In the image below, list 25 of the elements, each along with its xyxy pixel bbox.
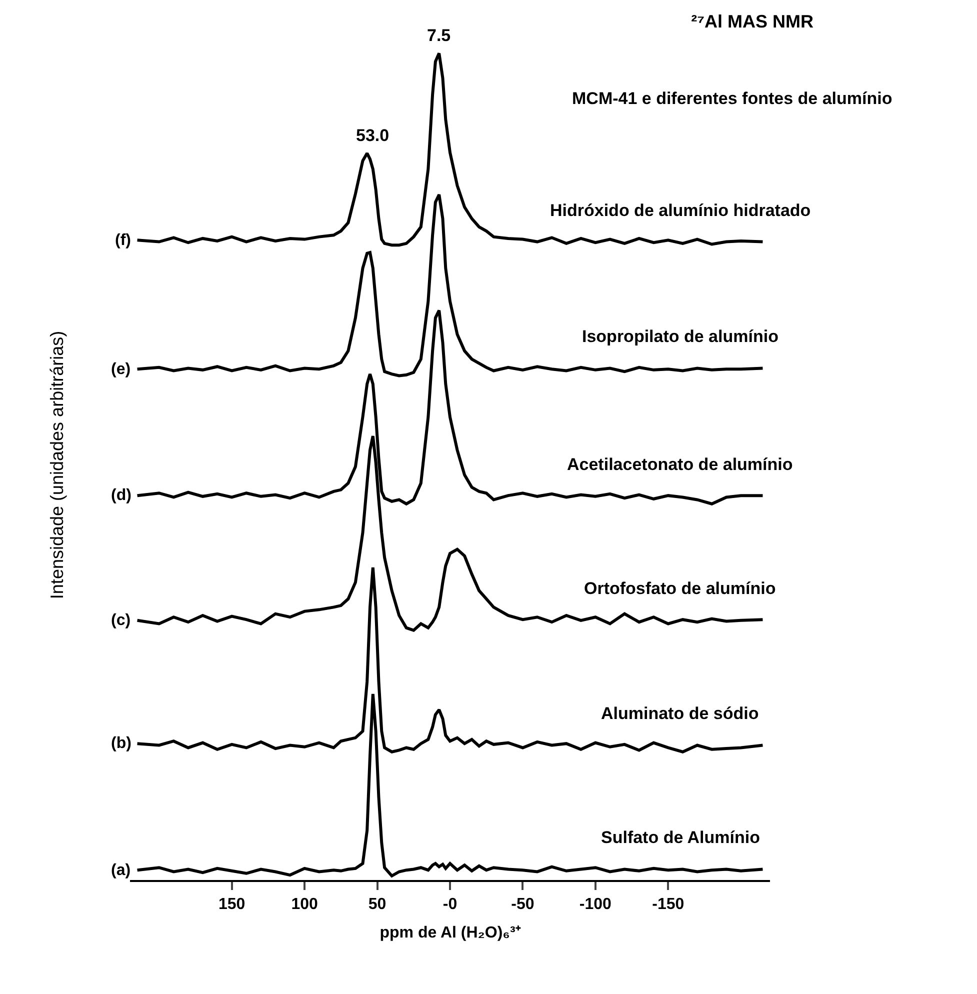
x-tick-label: 150 xyxy=(218,896,246,914)
annotation: 7.5 xyxy=(427,26,451,45)
annotation: Aluminato de sódio xyxy=(601,704,759,723)
x-tick-label: -150 xyxy=(652,896,684,914)
series-label: (b) xyxy=(111,735,132,752)
text: MCM-41 e diferentes fontes de alumínio xyxy=(572,89,892,108)
series-label: (e) xyxy=(111,361,131,378)
annotation: Sulfato de Alumínio xyxy=(601,828,760,847)
annotation: 53.0 xyxy=(356,126,390,145)
x-tick-label: -50 xyxy=(511,896,534,914)
x-tick-label: -100 xyxy=(579,896,612,914)
x-tick-label: 100 xyxy=(291,896,318,914)
x-axis-title: ppm de Al (H₂O)₆³⁺ xyxy=(380,924,522,942)
series-label: (d) xyxy=(111,487,132,504)
annotation: Isopropilato de alumínio xyxy=(582,327,778,346)
series-label: (f) xyxy=(115,232,131,249)
annotation: Acetilacetonato de alumínio xyxy=(567,455,793,474)
annotation: Ortofosfato de alumínio xyxy=(584,579,776,598)
chart-title: ²⁷Al MAS NMR xyxy=(691,12,814,32)
series-label: (c) xyxy=(111,612,131,629)
y-axis-title: Intensidade (unidades arbitrárias) xyxy=(47,330,68,600)
x-tick-label: 50 xyxy=(368,896,386,914)
series-label: (a) xyxy=(111,862,131,879)
annotation: Hidróxido de alumínio hidratado xyxy=(550,201,811,220)
x-tick-label: -0 xyxy=(442,896,458,914)
